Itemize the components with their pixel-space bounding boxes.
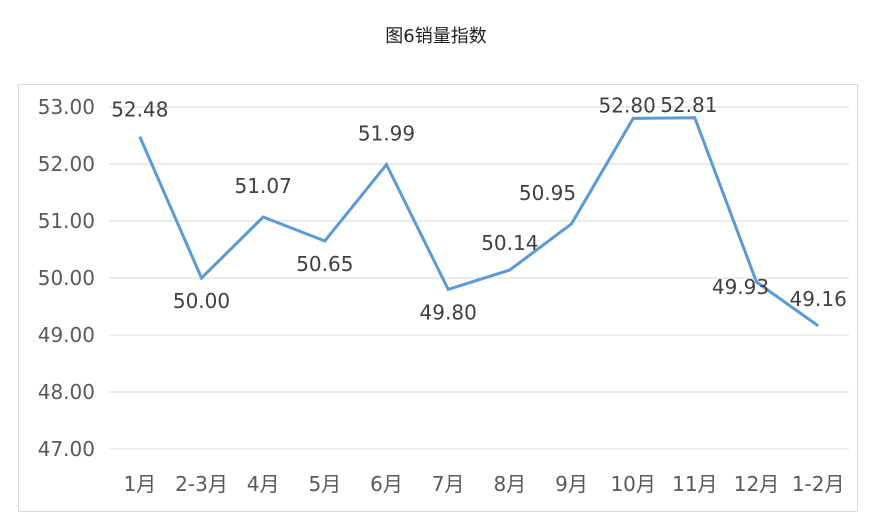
- chart-area: 47.00 48.00 49.00 50.00 51.00 52.00 53.00 1月 2-…: [18, 84, 858, 512]
- data-label: 52.48: [111, 98, 168, 122]
- y-tick-label: 48.00: [38, 380, 95, 404]
- x-tick-label: 12月: [734, 472, 779, 496]
- x-tick-label: 2-3月: [175, 472, 228, 496]
- data-label: 49.16: [790, 287, 847, 311]
- data-label: 49.80: [420, 300, 477, 324]
- x-tick-label: 4月: [247, 472, 280, 496]
- series-lines: [138, 116, 820, 328]
- data-label: 52.80: [599, 93, 656, 117]
- y-tick-label: 51.00: [38, 209, 95, 233]
- y-tick-label: 49.00: [38, 323, 95, 347]
- y-tick-label: 53.00: [38, 95, 95, 119]
- x-tick-label: 1-2月: [792, 472, 845, 496]
- data-label: 50.14: [481, 231, 538, 255]
- x-axis-ticks: 1月 2-3月 4月 5月 6月 7月 8月 9月 10月 11月 12月 1-2月: [123, 472, 844, 496]
- data-label: 50.65: [296, 252, 353, 276]
- data-label: 51.99: [358, 122, 415, 146]
- series-line: [138, 116, 820, 328]
- x-tick-label: 6月: [370, 472, 403, 496]
- data-label: 50.00: [173, 289, 230, 313]
- y-axis-ticks: 47.00 48.00 49.00 50.00 51.00 52.00 53.00: [38, 95, 95, 461]
- data-label: 50.95: [519, 181, 576, 205]
- x-tick-label: 1月: [123, 472, 156, 496]
- x-tick-label: 8月: [493, 472, 526, 496]
- line-chart: 47.00 48.00 49.00 50.00 51.00 52.00 53.00 1月 2-…: [38, 93, 849, 496]
- y-tick-label: 47.00: [38, 437, 95, 461]
- x-tick-label: 10月: [610, 472, 655, 496]
- chart-title: 图6销量指数: [385, 26, 487, 47]
- x-tick-label: 7月: [432, 472, 465, 496]
- data-label: 52.81: [660, 93, 717, 117]
- x-tick-label: 9月: [555, 472, 588, 496]
- data-label: 49.93: [712, 275, 769, 299]
- x-tick-label: 11月: [672, 472, 717, 496]
- x-tick-label: 5月: [308, 472, 341, 496]
- data-label: 51.07: [235, 174, 292, 198]
- data-labels: 52.48 50.00 51.07 50.65 51.99 49.80 50.14 50.95…: [111, 93, 847, 325]
- grid-lines: [109, 106, 849, 450]
- y-tick-label: 50.00: [38, 266, 95, 290]
- y-tick-label: 52.00: [38, 152, 95, 176]
